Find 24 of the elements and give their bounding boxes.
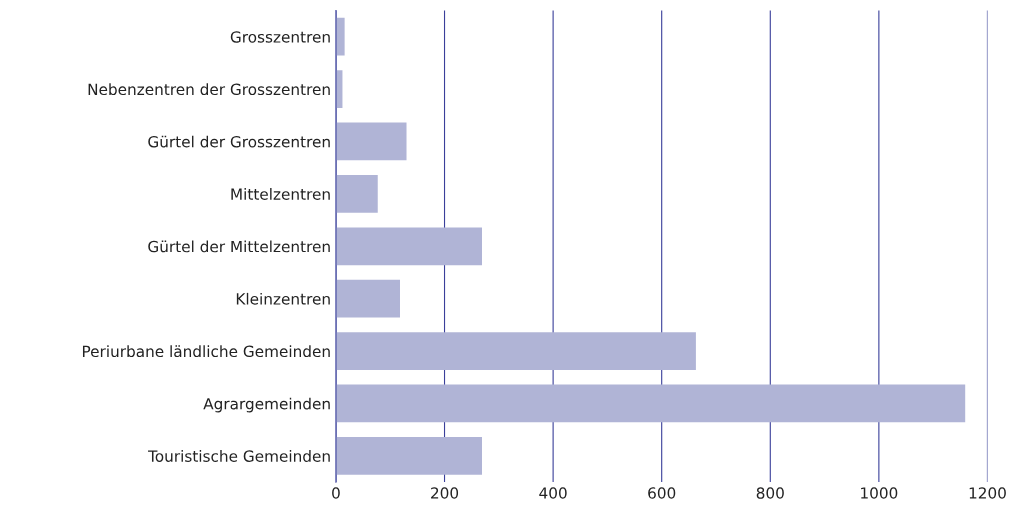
bar bbox=[335, 279, 401, 318]
x-tick-label: 200 bbox=[431, 487, 459, 499]
x-tick-label: 1200 bbox=[969, 487, 1006, 499]
y-tick-label: Touristische Gemeinden bbox=[148, 450, 330, 462]
bar bbox=[335, 227, 482, 266]
bar bbox=[335, 175, 378, 213]
y-tick-label: Gürtel der Mittelzentren bbox=[148, 240, 330, 253]
x-tick-label: 600 bbox=[648, 487, 676, 499]
y-tick-label: Periurbane ländliche Gemeinden bbox=[82, 345, 330, 358]
y-tick-label: Mittelzentren bbox=[231, 188, 330, 200]
bar bbox=[335, 384, 966, 423]
y-tick-label: Agrargemeinden bbox=[203, 397, 330, 413]
y-tick-label: Nebenzentren der Grosszentren bbox=[88, 83, 330, 96]
bar bbox=[335, 122, 407, 161]
bar bbox=[335, 332, 696, 370]
bar bbox=[335, 17, 345, 56]
x-tick-label: 800 bbox=[756, 487, 784, 499]
x-tick-label: 1000 bbox=[861, 487, 898, 499]
x-tick-label: 400 bbox=[539, 487, 567, 499]
y-tick-label: Grosszentren bbox=[230, 31, 330, 43]
y-tick-label: Kleinzentren bbox=[236, 292, 330, 305]
x-tick-label: 0 bbox=[332, 487, 340, 499]
bar bbox=[335, 437, 482, 475]
y-tick-label: Gürtel der Grosszentren bbox=[148, 135, 330, 148]
